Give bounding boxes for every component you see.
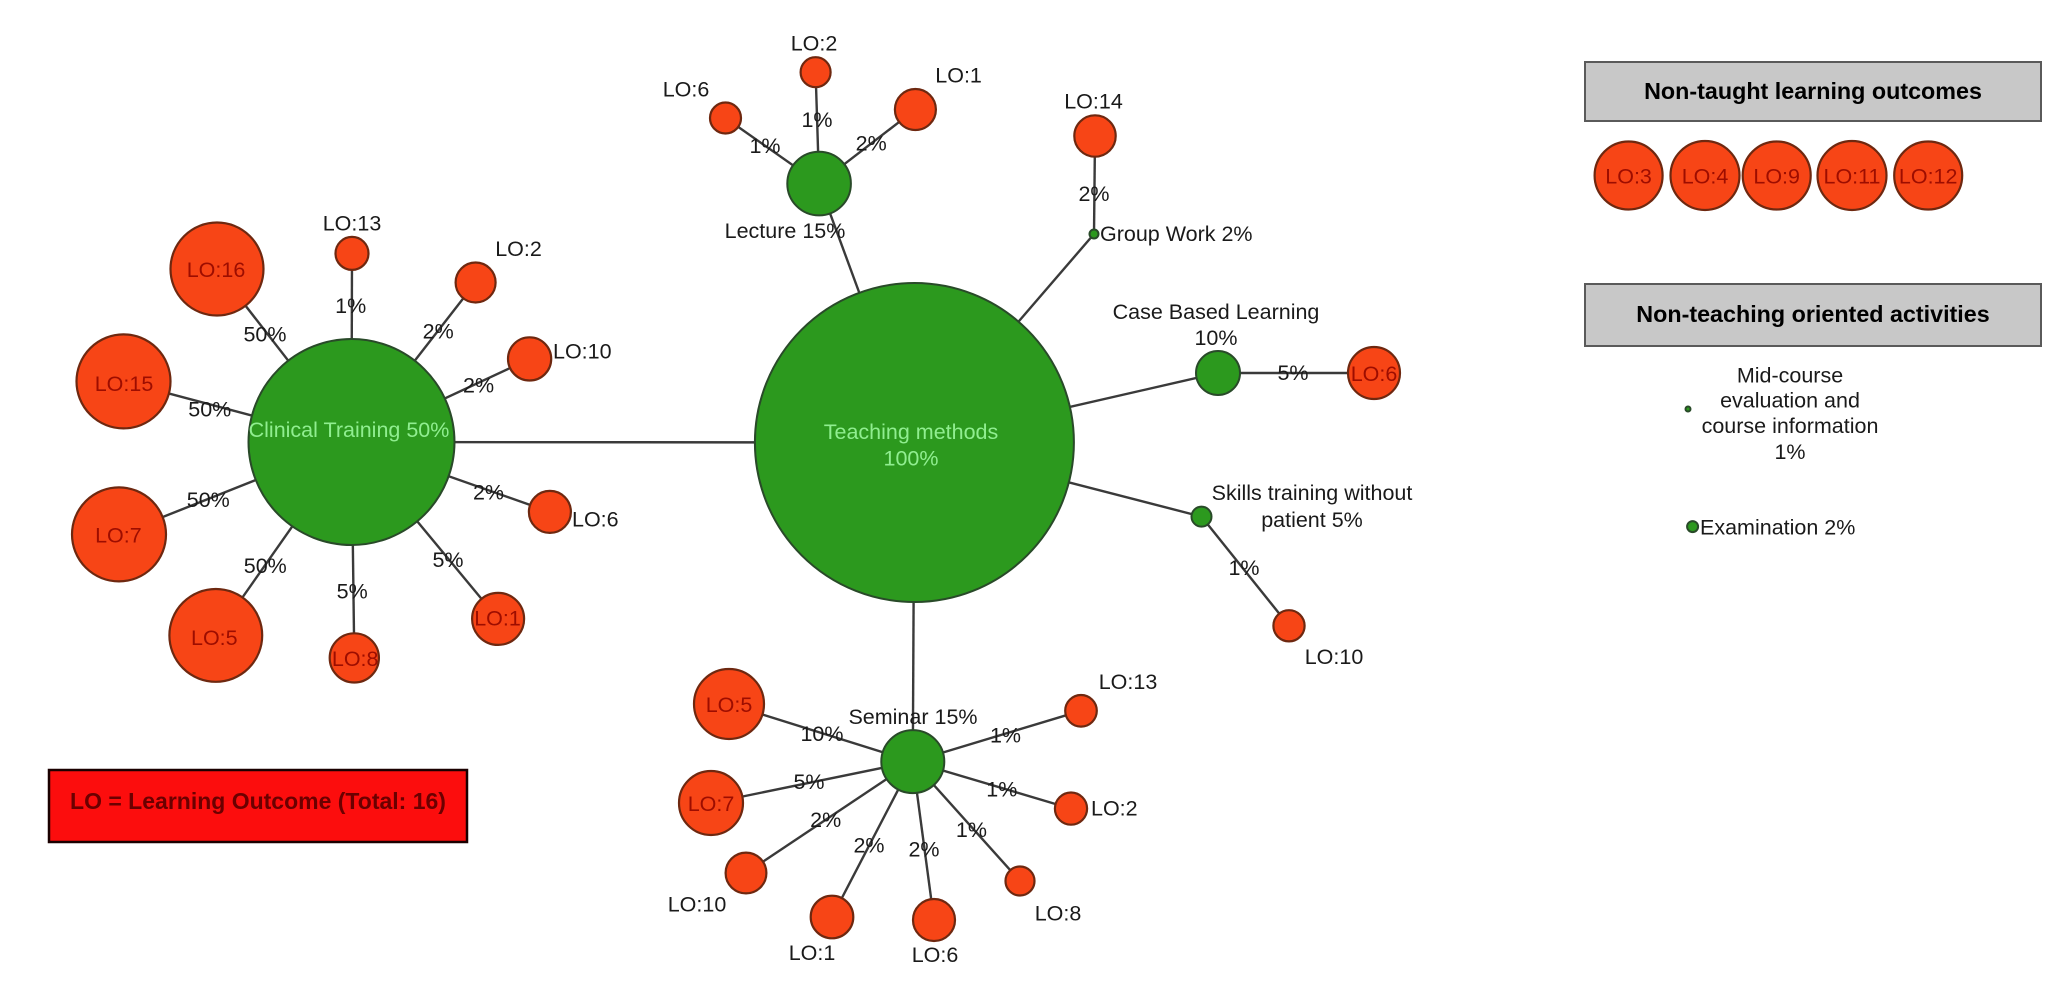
svg-text:Mid-course: Mid-course [1737, 364, 1843, 388]
svg-text:1%: 1% [1228, 556, 1259, 580]
svg-text:LO:12: LO:12 [1899, 165, 1958, 189]
svg-text:Non-teaching oriented activiti: Non-teaching oriented activities [1636, 301, 1989, 327]
svg-text:Skills training without: Skills training without [1212, 481, 1413, 505]
svg-text:100%: 100% [884, 446, 939, 470]
svg-text:2%: 2% [463, 373, 494, 397]
svg-text:LO:10: LO:10 [668, 892, 727, 916]
svg-text:Teaching methods: Teaching methods [824, 420, 999, 444]
svg-text:LO:16: LO:16 [187, 258, 246, 282]
svg-text:LO = Learning Outcome (Total:: LO = Learning Outcome (Total: 16) [70, 788, 446, 814]
svg-text:LO:1: LO:1 [935, 64, 982, 88]
svg-text:Seminar 15%: Seminar 15% [848, 705, 977, 729]
svg-text:LO:6: LO:6 [912, 943, 959, 967]
svg-text:LO:7: LO:7 [688, 792, 735, 816]
svg-text:2%: 2% [810, 808, 841, 832]
svg-text:LO:2: LO:2 [1091, 797, 1138, 821]
svg-text:2%: 2% [1078, 182, 1109, 206]
svg-text:LO:6: LO:6 [663, 78, 710, 102]
svg-text:1%: 1% [749, 134, 780, 158]
svg-text:LO:8: LO:8 [1035, 902, 1082, 926]
svg-text:50%: 50% [243, 322, 286, 346]
svg-text:Non-taught learning outcomes: Non-taught learning outcomes [1644, 78, 1982, 104]
svg-text:Examination 2%: Examination 2% [1700, 516, 1855, 540]
svg-text:LO:13: LO:13 [1099, 670, 1158, 694]
svg-text:LO:11: LO:11 [1824, 165, 1881, 189]
svg-text:LO:7: LO:7 [95, 523, 142, 547]
svg-text:1%: 1% [335, 294, 366, 318]
svg-text:2%: 2% [908, 837, 939, 861]
svg-text:LO:6: LO:6 [572, 507, 619, 531]
svg-text:LO:13: LO:13 [323, 211, 382, 235]
svg-text:evaluation and: evaluation and [1720, 389, 1860, 413]
svg-text:1%: 1% [1774, 440, 1805, 464]
svg-text:2%: 2% [423, 319, 454, 343]
svg-text:1%: 1% [801, 108, 832, 132]
svg-text:LO:2: LO:2 [791, 32, 838, 56]
svg-text:5%: 5% [432, 548, 463, 572]
svg-text:LO:2: LO:2 [495, 237, 542, 261]
svg-text:LO:10: LO:10 [553, 340, 612, 364]
svg-text:LO:5: LO:5 [191, 626, 238, 650]
svg-text:2%: 2% [853, 834, 884, 858]
svg-text:50%: 50% [188, 397, 231, 421]
svg-text:course information: course information [1702, 414, 1879, 438]
svg-text:10%: 10% [1194, 326, 1237, 350]
svg-text:Group Work 2%: Group Work 2% [1100, 222, 1253, 246]
svg-text:LO:1: LO:1 [789, 941, 836, 965]
svg-text:patient 5%: patient 5% [1261, 508, 1363, 532]
svg-text:50%: 50% [187, 488, 230, 512]
svg-text:LO:9: LO:9 [1753, 165, 1800, 189]
svg-text:LO:4: LO:4 [1682, 165, 1729, 189]
svg-text:5%: 5% [793, 770, 824, 794]
svg-text:Case Based Learning: Case Based Learning [1113, 300, 1320, 324]
svg-text:LO:14: LO:14 [1064, 89, 1123, 113]
svg-text:Clinical Training 50%: Clinical Training 50% [249, 418, 450, 442]
svg-text:50%: 50% [244, 554, 287, 578]
svg-text:LO:8: LO:8 [332, 647, 379, 671]
svg-text:2%: 2% [473, 480, 504, 504]
svg-text:1%: 1% [990, 724, 1021, 748]
svg-text:5%: 5% [337, 579, 368, 603]
svg-text:10%: 10% [800, 722, 843, 746]
svg-text:LO:10: LO:10 [1305, 645, 1364, 669]
svg-text:1%: 1% [986, 777, 1017, 801]
svg-text:LO:5: LO:5 [706, 693, 753, 717]
svg-text:LO:3: LO:3 [1605, 165, 1652, 189]
svg-text:2%: 2% [856, 132, 887, 156]
svg-text:Lecture 15%: Lecture 15% [725, 219, 846, 243]
svg-text:LO:15: LO:15 [95, 372, 154, 396]
svg-text:1%: 1% [956, 818, 987, 842]
svg-text:LO:1: LO:1 [474, 606, 521, 630]
svg-text:5%: 5% [1277, 361, 1308, 385]
svg-text:LO:6: LO:6 [1351, 362, 1398, 386]
